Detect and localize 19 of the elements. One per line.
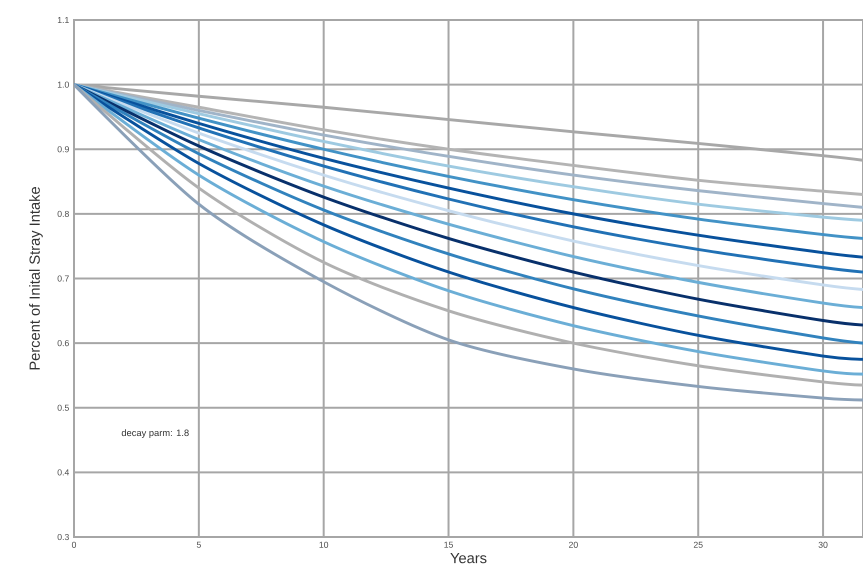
x-tick-label: 10 [320, 542, 328, 548]
y-axis-title: Percent of Inital Stray Intake [29, 187, 43, 370]
y-tick-label: 0.9 [58, 146, 69, 152]
x-tick-label: 15 [444, 542, 453, 548]
x-tick-label: 25 [694, 542, 703, 548]
x-tick-label: 5 [196, 542, 201, 548]
y-tick-label: 0.7 [58, 275, 69, 282]
x-tick-label: 0 [72, 542, 76, 548]
x-axis-title: Years [450, 553, 486, 564]
x-tick-label: 20 [568, 542, 578, 548]
y-tick-label: 0.6 [58, 340, 69, 346]
y-tick-label: 0.3 [58, 534, 69, 540]
y-tick-label: 1.0 [58, 82, 69, 88]
y-tick-label: 0.5 [58, 404, 69, 411]
y-tick-label: 1.1 [58, 17, 69, 23]
annotation: decay parm: 1.8 [122, 429, 189, 438]
x-tick-label: 30 [818, 542, 828, 548]
y-tick-label: 0.8 [58, 210, 69, 217]
y-tick-label: 0.4 [58, 469, 70, 476]
